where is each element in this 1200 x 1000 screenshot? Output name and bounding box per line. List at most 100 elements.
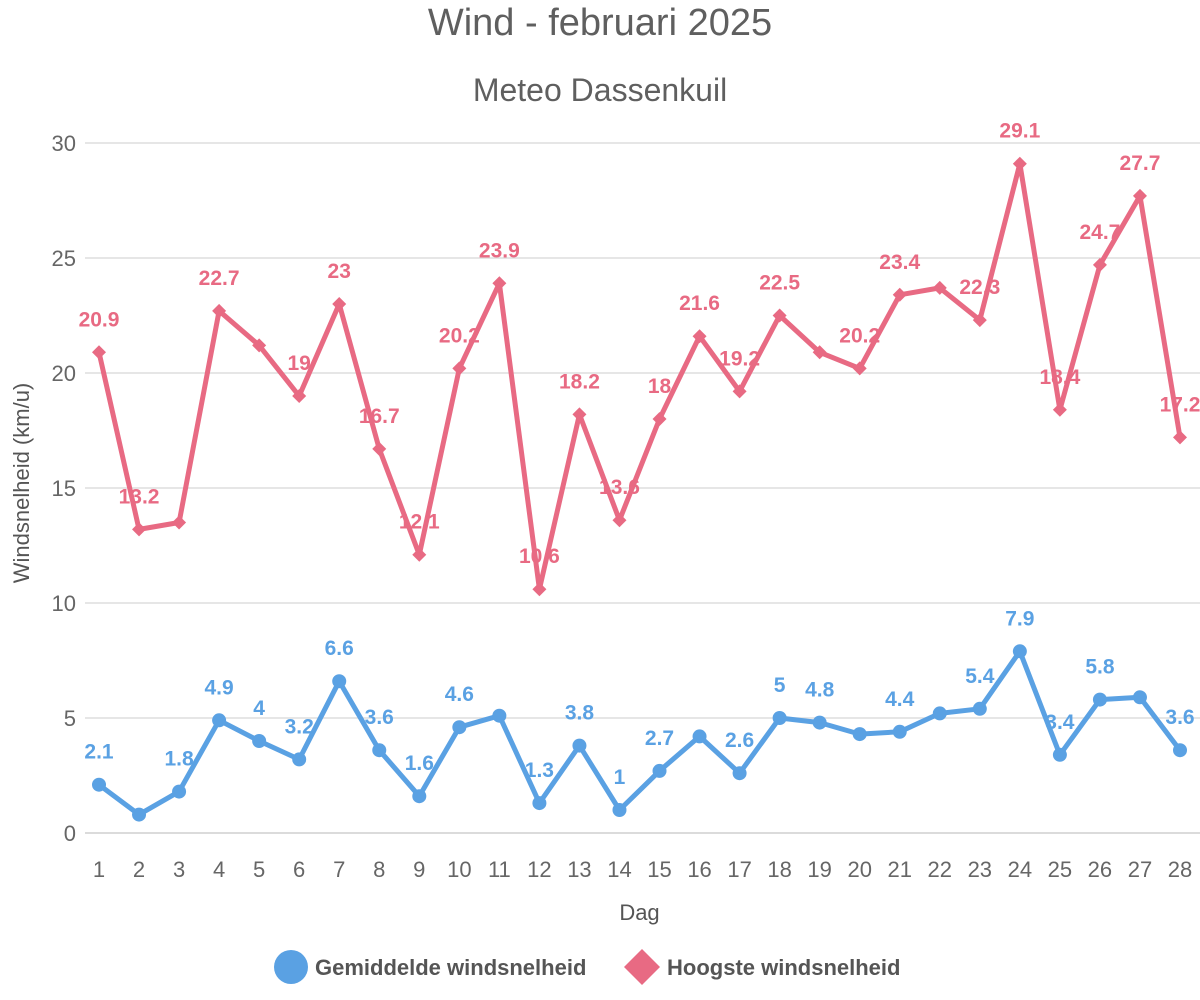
data-label: 22.3 [959,276,1000,299]
legend-marker-circle [274,950,308,984]
data-point[interactable] [612,513,627,528]
data-point[interactable] [212,713,227,728]
data-label: 2.6 [725,729,754,752]
data-label: 5 [774,674,786,697]
series-line [96,161,1183,592]
data-point[interactable] [692,729,707,744]
data-point[interactable] [1092,692,1107,707]
data-label: 18.4 [1039,366,1080,389]
data-point[interactable] [932,280,947,295]
data-point[interactable] [92,345,106,360]
data-point[interactable] [1173,743,1187,758]
data-point[interactable] [612,803,627,817]
data-point[interactable] [732,384,747,399]
x-tick-label: 5 [253,857,265,882]
series-gemiddelde [92,644,1187,822]
x-tick-label: 24 [1008,857,1032,882]
data-label: 2.7 [645,727,674,750]
data-point[interactable] [572,407,587,422]
data-point[interactable] [292,752,307,767]
data-point[interactable] [532,796,547,811]
data-point[interactable] [252,338,267,353]
chart-subtitle: Meteo Dassenkuil [473,72,727,108]
data-label: 19 [288,352,311,375]
data-point[interactable] [852,727,867,742]
data-point[interactable] [812,715,827,730]
data-point[interactable] [212,303,227,318]
x-tick-label: 2 [133,857,145,882]
data-label: 3.4 [1045,711,1075,734]
data-point[interactable] [1052,747,1067,762]
data-point[interactable] [132,522,147,537]
data-label: 3.6 [1165,706,1194,729]
data-point[interactable] [972,701,987,716]
data-point[interactable] [652,412,667,426]
data-point[interactable] [532,582,547,597]
data-point[interactable] [332,297,347,311]
data-point[interactable] [972,313,987,328]
data-label: 10.6 [519,545,560,568]
legend-label-gemiddelde: Gemiddelde windsnelheid [315,955,586,980]
x-tick-label: 1 [93,857,105,882]
data-point[interactable] [1012,156,1027,171]
data-label: 4 [253,697,265,720]
data-point[interactable] [92,777,106,792]
data-point[interactable] [452,361,467,376]
data-point[interactable] [172,784,187,799]
data-point[interactable] [452,720,467,735]
data-label: 4.4 [885,688,915,711]
data-point[interactable] [852,361,867,376]
data-label: 2.1 [84,741,114,764]
x-tick-label: 3 [173,857,185,882]
data-label: 4.9 [205,676,234,699]
data-point[interactable] [692,329,707,344]
data-point[interactable] [932,706,947,721]
data-point[interactable] [292,389,307,403]
legend-item-gemiddelde[interactable]: Gemiddelde windsnelheid [274,950,586,984]
x-tick-label: 17 [727,857,751,882]
data-point[interactable] [772,308,787,323]
data-point[interactable] [1092,257,1107,272]
data-point[interactable] [252,734,267,748]
data-label: 1.8 [164,748,194,771]
data-point[interactable] [372,743,387,758]
x-tick-label: 19 [807,857,831,882]
legend-item-hoogste[interactable]: Hoogste windsnelheid [624,949,900,985]
x-tick-label: 8 [373,857,385,882]
data-point[interactable] [572,738,587,753]
data-label: 1.3 [525,759,554,782]
data-point[interactable] [1052,402,1067,417]
data-label: 23 [328,260,351,283]
series-line [96,648,1183,818]
x-tick-label: 10 [447,857,471,882]
data-point[interactable] [892,724,907,739]
data-point[interactable] [372,441,387,456]
data-point[interactable] [1173,430,1187,445]
data-point[interactable] [492,708,507,723]
data-label: 4.6 [445,683,474,706]
data-label: 1.6 [405,752,434,775]
data-point[interactable] [332,674,347,689]
data-point[interactable] [732,766,747,781]
x-tick-label: 25 [1048,857,1072,882]
data-point[interactable] [812,345,827,360]
data-point[interactable] [652,763,667,778]
data-point[interactable] [772,711,787,725]
data-point[interactable] [892,287,907,302]
data-point[interactable] [412,547,427,562]
data-point[interactable] [1132,188,1147,203]
x-tick-label: 21 [887,857,911,882]
series-layer [92,156,1187,822]
data-label: 12.1 [399,511,440,534]
legend[interactable]: Gemiddelde windsnelheid Hoogste windsnel… [274,949,900,985]
data-point[interactable] [132,807,147,822]
data-point[interactable] [492,276,507,291]
data-point[interactable] [1132,690,1147,705]
data-label: 6.6 [325,637,354,660]
data-point[interactable] [1012,644,1027,659]
data-point[interactable] [412,789,427,804]
data-point[interactable] [172,515,187,530]
data-label: 21.6 [679,292,720,315]
y-tick-label: 15 [52,476,76,501]
y-tick-label: 25 [52,246,76,271]
